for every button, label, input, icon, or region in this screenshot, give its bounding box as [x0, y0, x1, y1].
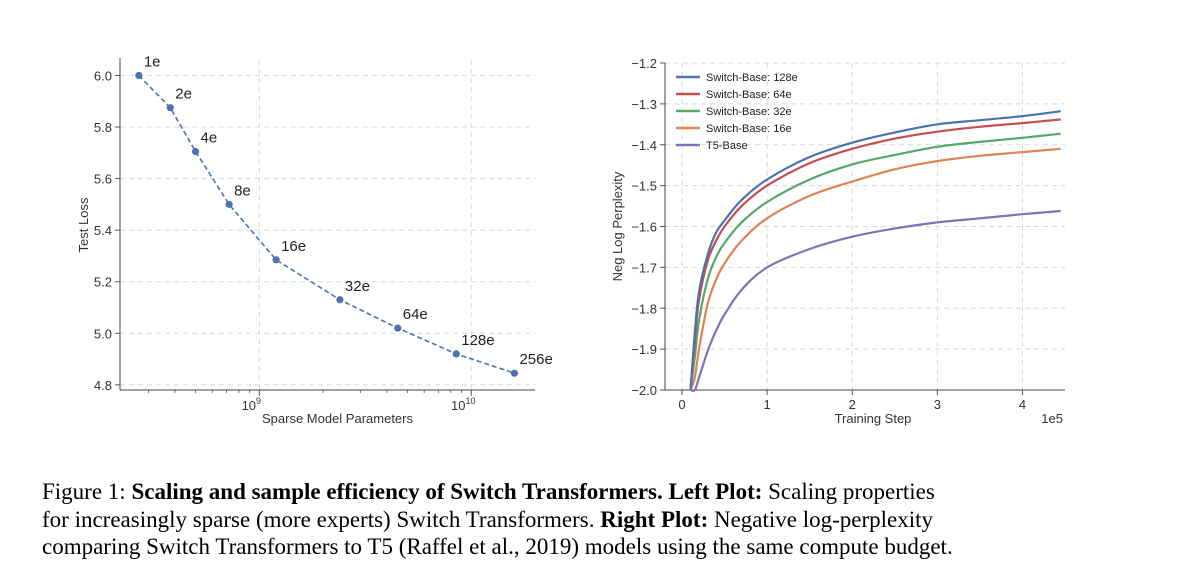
x-axis-label: Sparse Model Parameters	[262, 411, 414, 426]
series-line-switch-base-16e	[689, 147, 1061, 391]
caption-text: Negative log-perplexity	[708, 506, 934, 532]
data-point-label: 64e	[403, 306, 428, 323]
data-point-label: 8e	[234, 182, 251, 199]
legend-label: Switch-Base: 64e	[706, 89, 792, 101]
data-point	[225, 200, 233, 208]
data-point	[135, 71, 143, 80]
y-tick-label: 5.0	[94, 326, 112, 341]
y-tick-label: −1.6	[631, 220, 657, 235]
data-point	[191, 147, 200, 156]
data-point-label: 256e	[519, 351, 552, 368]
x-axis-offset-label: 1e5	[1041, 411, 1063, 426]
data-point-label: 2e	[175, 86, 192, 103]
series-line-t5-base	[690, 209, 1061, 392]
data-point	[166, 104, 174, 112]
caption-figure-number: Figure 1:	[42, 479, 132, 504]
x-tick-label: 109	[242, 396, 261, 413]
legend-label: T5-Base	[706, 140, 748, 152]
y-tick-label: 6.0	[94, 68, 112, 83]
data-point	[272, 256, 280, 264]
y-axis-label: Neg Log Perplexity	[610, 171, 625, 281]
data-point-label: 1e	[144, 53, 161, 70]
caption-text: Scaling properties	[762, 479, 935, 504]
data-point-label: 4e	[201, 130, 218, 147]
y-tick-label: −1.2	[631, 56, 657, 71]
y-tick-label: 5.2	[94, 275, 112, 290]
legend: Switch-Base: 128e Switch-Base: 64e Switch-…	[676, 72, 798, 152]
y-tick-label: −1.7	[631, 260, 657, 275]
caption-line-2: for increasingly sparse (more experts) S…	[42, 506, 1160, 534]
caption-line-1: Figure 1: Scaling and sample efficiency …	[42, 478, 1160, 506]
x-tick-label: 2	[849, 397, 856, 412]
caption-text: for increasingly sparse (more experts) S…	[42, 506, 601, 532]
x-tick-label: 0	[678, 397, 685, 412]
series-line-switch-base-128e	[689, 110, 1061, 391]
data-point	[394, 324, 402, 332]
x-tick-label: 1010	[451, 396, 475, 413]
data-point	[452, 350, 460, 358]
legend-label: Switch-Base: 16e	[706, 123, 792, 135]
series-line-switch-base-32e	[689, 132, 1061, 391]
y-axis-label: Test Loss	[76, 197, 91, 252]
x-tick-exponent: 9	[256, 396, 261, 406]
caption-bold-title: Scaling and sample efficiency of Switch …	[131, 479, 763, 504]
x-tick-base: 10	[451, 398, 465, 413]
y-tick-label: −1.3	[631, 97, 657, 112]
x-tick-label: 4	[1019, 397, 1026, 412]
y-tick-label: 5.4	[94, 223, 112, 238]
data-point	[336, 296, 344, 304]
x-tick-base: 10	[242, 398, 256, 413]
x-tick-label: 1	[764, 397, 771, 412]
series-line-test-loss	[138, 74, 515, 374]
right-chart-sample-efficiency: −1.2 −1.3 −1.4 −1.5 −1.6 −1.7 −1.8 −1.9 −2.0 0 1 2 3…	[610, 56, 1065, 426]
figure-caption: Figure 1: Scaling and sample efficiency …	[42, 478, 1160, 561]
y-tick-label: −1.5	[631, 179, 657, 194]
data-point-label: 16e	[281, 238, 306, 255]
y-tick-label: −1.8	[631, 301, 657, 316]
data-point-label: 128e	[461, 332, 494, 349]
x-tick-exponent: 10	[465, 396, 475, 406]
y-tick-label: −1.4	[631, 138, 657, 153]
caption-bold-right-plot: Right Plot:	[600, 506, 709, 532]
data-point-label: 32e	[345, 278, 370, 295]
data-point	[510, 369, 519, 377]
x-axis-label: Training Step	[835, 411, 912, 426]
y-tick-label: −2.0	[631, 383, 657, 398]
y-tick-label: 5.8	[94, 120, 112, 135]
legend-label: Switch-Base: 32e	[706, 106, 792, 118]
x-tick-label: 3	[934, 397, 941, 412]
series-line-switch-base-64e	[689, 118, 1061, 391]
y-tick-label: 4.8	[94, 378, 112, 393]
y-tick-label: −1.9	[631, 342, 657, 357]
caption-text: comparing Switch Transformers to T5 (Raf…	[42, 534, 953, 559]
y-tick-label: 5.6	[94, 172, 112, 187]
legend-label: Switch-Base: 128e	[706, 72, 798, 84]
caption-line-3: comparing Switch Transformers to T5 (Raf…	[42, 533, 1160, 561]
